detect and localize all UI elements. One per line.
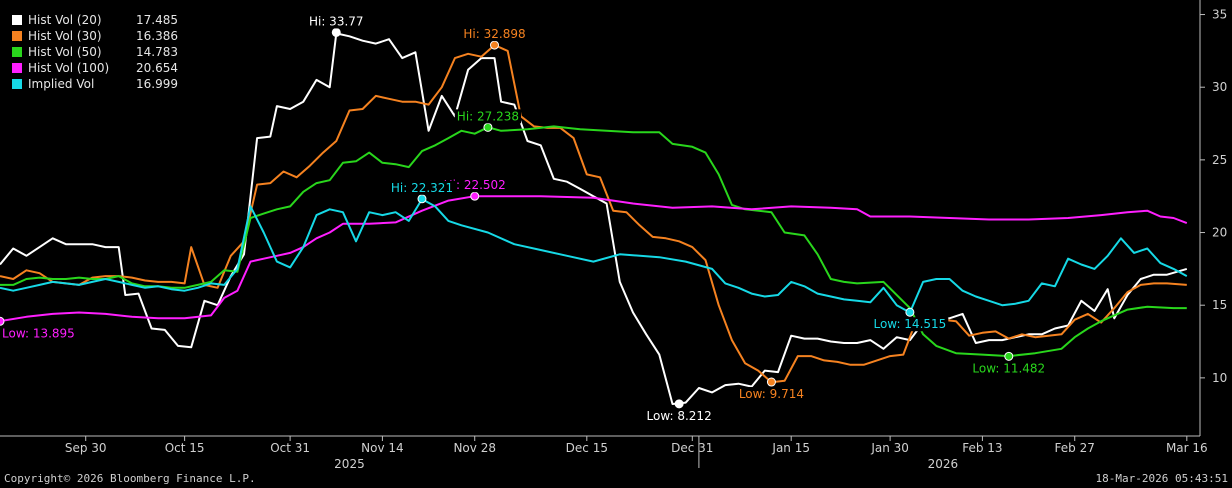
annotation-label-bg xyxy=(306,14,366,29)
legend-entry: Hist Vol (30) 16.386 xyxy=(2,28,182,44)
series-line-5 xyxy=(0,198,1188,314)
annotation-label: Low: 11.482 xyxy=(972,361,1045,375)
annotation-marker xyxy=(470,191,480,201)
annotation-label-bg xyxy=(871,317,949,332)
annotation-label: Hi: 32.898 xyxy=(463,27,525,41)
legend-entry: Hist Vol (100) 20.654 xyxy=(2,60,182,76)
annotation-marker xyxy=(766,377,776,387)
copyright-text: Copyright© 2026 Bloomberg Finance L.P. xyxy=(4,472,256,485)
x-tick-label: Sep 30 xyxy=(65,441,107,455)
annotation-marker xyxy=(483,122,493,132)
x-tick-label: Dec 31 xyxy=(671,441,713,455)
annotation-label-bg xyxy=(461,27,528,42)
legend-last-value: 14.783 xyxy=(136,45,178,59)
x-tick-label: Feb 13 xyxy=(962,441,1002,455)
x-tick-label: Nov 14 xyxy=(361,441,404,455)
legend-series-name: Hist Vol (20) xyxy=(28,13,102,27)
x-tick-label: Feb 27 xyxy=(1055,441,1095,455)
series-line-1 xyxy=(0,32,1188,405)
series-line-3 xyxy=(0,125,1187,358)
annotation-label-bg xyxy=(441,178,508,193)
x-tick-label: Mar 16 xyxy=(1166,441,1208,455)
annotation-marker xyxy=(905,307,915,317)
annotation-marker xyxy=(331,27,341,37)
annotation-label-bg xyxy=(736,387,807,402)
timestamp-text: 18-Mar-2026 05:43:51 xyxy=(1095,472,1228,485)
annotation-label-bg xyxy=(388,180,456,195)
annotation-label: Low: 8.212 xyxy=(647,409,712,423)
annotation-marker xyxy=(1004,351,1014,361)
y-tick-label: 35 xyxy=(1212,8,1227,22)
legend-swatch xyxy=(12,63,22,73)
annotation-marker xyxy=(0,316,5,326)
annotation-marker xyxy=(490,40,500,50)
annotation-label: Low: 14.515 xyxy=(873,317,946,331)
y-tick-label: 20 xyxy=(1212,226,1227,240)
annotation-marker xyxy=(674,399,684,409)
legend-entry: Hist Vol (20) 17.485 xyxy=(2,12,182,28)
legend-series-name: Hist Vol (30) xyxy=(28,29,102,43)
legend-entry: Implied Vol 16.999 xyxy=(2,76,182,92)
legend-swatch xyxy=(12,79,22,89)
y-tick-label: 10 xyxy=(1212,371,1227,385)
year-label: 2026 xyxy=(928,457,959,471)
chart-legend: Hist Vol (20) 17.485 Hist Vol (30) 16.386 Hi… xyxy=(0,10,186,94)
annotation-label: Low: 9.714 xyxy=(739,387,804,401)
annotation-layer: Hi: 33.77 Low: 8.212 Hi: 32.898 Low: 9.714 H… xyxy=(0,14,1048,423)
x-tick-label: Oct 15 xyxy=(165,441,205,455)
legend-entry: Hist Vol (50) 14.783 xyxy=(2,44,182,60)
series-line-4 xyxy=(0,195,1188,323)
y-tick-label: 30 xyxy=(1212,80,1227,94)
y-axis-background xyxy=(1201,0,1232,436)
x-tick-label: Dec 15 xyxy=(566,441,608,455)
legend-swatch xyxy=(12,47,22,57)
year-label: 2025 xyxy=(334,457,365,471)
annotation-label: Hi: 27.238 xyxy=(457,109,519,123)
annotation-label: Hi: 22.502 xyxy=(444,178,506,192)
x-tick-label: Jan 30 xyxy=(870,441,909,455)
legend-series-name: Hist Vol (50) xyxy=(28,45,102,59)
y-tick-label: 15 xyxy=(1212,298,1227,312)
legend-last-value: 17.485 xyxy=(136,13,178,27)
annotation-label-bg xyxy=(644,408,714,423)
annotation-label: Hi: 33.77 xyxy=(309,14,364,28)
series-line-2 xyxy=(0,44,1187,384)
x-tick-label: Jan 15 xyxy=(771,441,810,455)
x-tick-label: Nov 28 xyxy=(453,441,496,455)
x-tick-label: Oct 31 xyxy=(270,441,310,455)
legend-swatch xyxy=(12,15,22,25)
legend-last-value: 16.386 xyxy=(136,29,178,43)
legend-last-value: 20.654 xyxy=(136,61,178,75)
annotation-label-bg xyxy=(970,361,1048,376)
legend-last-value: 16.999 xyxy=(136,77,178,91)
annotation-label-bg xyxy=(0,326,77,341)
legend-series-name: Implied Vol xyxy=(28,77,95,91)
annotation-label: Hi: 22.321 xyxy=(391,181,453,195)
annotation-label-bg xyxy=(454,109,522,124)
legend-swatch xyxy=(12,31,22,41)
annotation-label: Low: 13.895 xyxy=(2,326,75,340)
annotation-marker xyxy=(417,194,427,204)
legend-series-name: Hist Vol (100) xyxy=(28,61,110,75)
y-tick-label: 25 xyxy=(1212,153,1227,167)
series-layer xyxy=(0,32,1188,405)
